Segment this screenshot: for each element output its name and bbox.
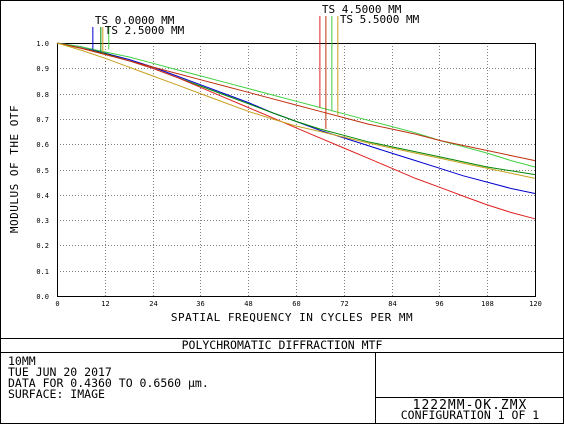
- x-tick-label: 0: [55, 300, 59, 308]
- x-tick-label: 12: [101, 300, 109, 308]
- legend-markers: [92, 16, 339, 130]
- legend-label-2: TS 2.5000 MM: [105, 24, 185, 37]
- x-tick-label: 24: [149, 300, 157, 308]
- y-tick-label: 0.1: [36, 268, 49, 276]
- info-line-2: TUE JUN 20 2017: [8, 365, 112, 379]
- x-tick-label: 48: [244, 300, 252, 308]
- y-tick-label: 0.5: [36, 167, 49, 175]
- legend-label-3: TS 4.5000 MM: [322, 3, 402, 16]
- y-tick-label: 0.7: [36, 116, 49, 124]
- legend-label-4: TS 5.5000 MM: [340, 13, 420, 26]
- info-block: POLYCHROMATIC DIFFRACTION MTF 10MM TUE J…: [0, 338, 564, 424]
- y-tick-label: 0.3: [36, 217, 49, 225]
- x-tick-label: 60: [292, 300, 300, 308]
- info-line-1: 10MM: [8, 354, 36, 368]
- x-tick-labels: 0 12 24 36 48 60 72 84 96 108 120: [55, 300, 541, 308]
- x-tick-label: 108: [481, 300, 494, 308]
- x-axis-label: SPATIAL FREQUENCY IN CYCLES PER MM: [171, 311, 413, 324]
- series-line-2: [56, 42, 536, 176]
- y-tick-label: 0.4: [36, 192, 49, 200]
- legend-label-1: TS 0.0000 MM: [95, 14, 175, 27]
- y-tick-label: 0.2: [36, 242, 49, 250]
- x-tick-label: 84: [388, 300, 396, 308]
- file-name: 1222MM-OK.ZMX: [413, 398, 528, 413]
- y-axis-label: MODULUS OF THE OTF: [8, 105, 21, 233]
- series-lines: [56, 42, 536, 220]
- y-tick-label: 0.0: [36, 293, 49, 301]
- series-line-4: [56, 42, 536, 168]
- info-line-3: DATA FOR 0.4360 TO 0.6560 µm.: [8, 376, 209, 390]
- grid-lines: [57, 43, 535, 296]
- info-line-4: SURFACE: IMAGE: [8, 387, 105, 401]
- footer-title: POLYCHROMATIC DIFFRACTION MTF: [182, 338, 383, 352]
- y-tick-label: 0.8: [36, 91, 49, 99]
- x-tick-label: 120: [529, 300, 542, 308]
- y-tick-labels: 0.0 0.1 0.2 0.3 0.4 0.5 0.6 0.7 0.8 0.9 1.0: [36, 40, 49, 301]
- series-line-6: [56, 42, 536, 179]
- y-tick-label: 0.6: [36, 141, 49, 149]
- mtf-chart: 0 12 24 36 48 60 72 84 96 108 120 0.00.10.20.30.40…: [36, 3, 541, 308]
- x-tick-label: 72: [340, 300, 348, 308]
- plot-frame: [57, 43, 536, 297]
- y-tick-label: 1.0: [36, 40, 49, 48]
- configuration: CONFIGURATION 1 OF 1: [401, 408, 540, 422]
- x-tick-label: 96: [435, 300, 443, 308]
- x-tick-label: 36: [196, 300, 204, 308]
- series-line-1: [56, 42, 536, 194]
- series-line-3: [56, 42, 536, 220]
- series-line-5: [56, 42, 536, 162]
- y-tick-label: 0.9: [36, 65, 49, 73]
